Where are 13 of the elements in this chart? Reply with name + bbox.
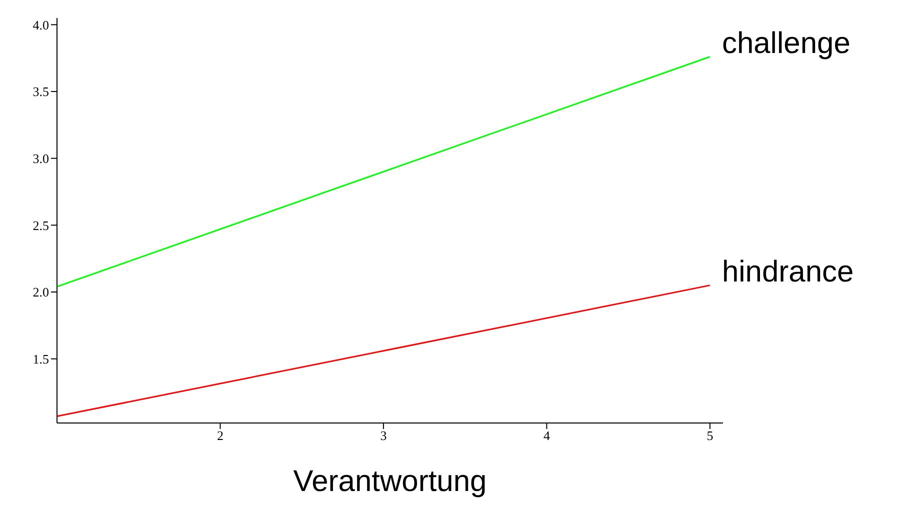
series-label: hindrance <box>722 255 854 288</box>
x-tick-label: 4 <box>543 428 550 444</box>
x-axis-title: Verantwortung <box>293 465 487 498</box>
x-tick-label: 5 <box>706 428 714 444</box>
y-tick-label: 2.0 <box>32 284 49 300</box>
y-tick-label: 3.5 <box>32 84 49 100</box>
x-tick-label: 3 <box>380 428 387 444</box>
y-tick-label: 4.0 <box>32 17 49 32</box>
series-label: challenge <box>722 26 850 60</box>
x-tick-label: 2 <box>216 428 224 444</box>
y-tick-label: 1.5 <box>32 351 49 366</box>
y-tick-label: 2.5 <box>32 218 49 233</box>
y-tick-label: 3.0 <box>32 150 49 166</box>
